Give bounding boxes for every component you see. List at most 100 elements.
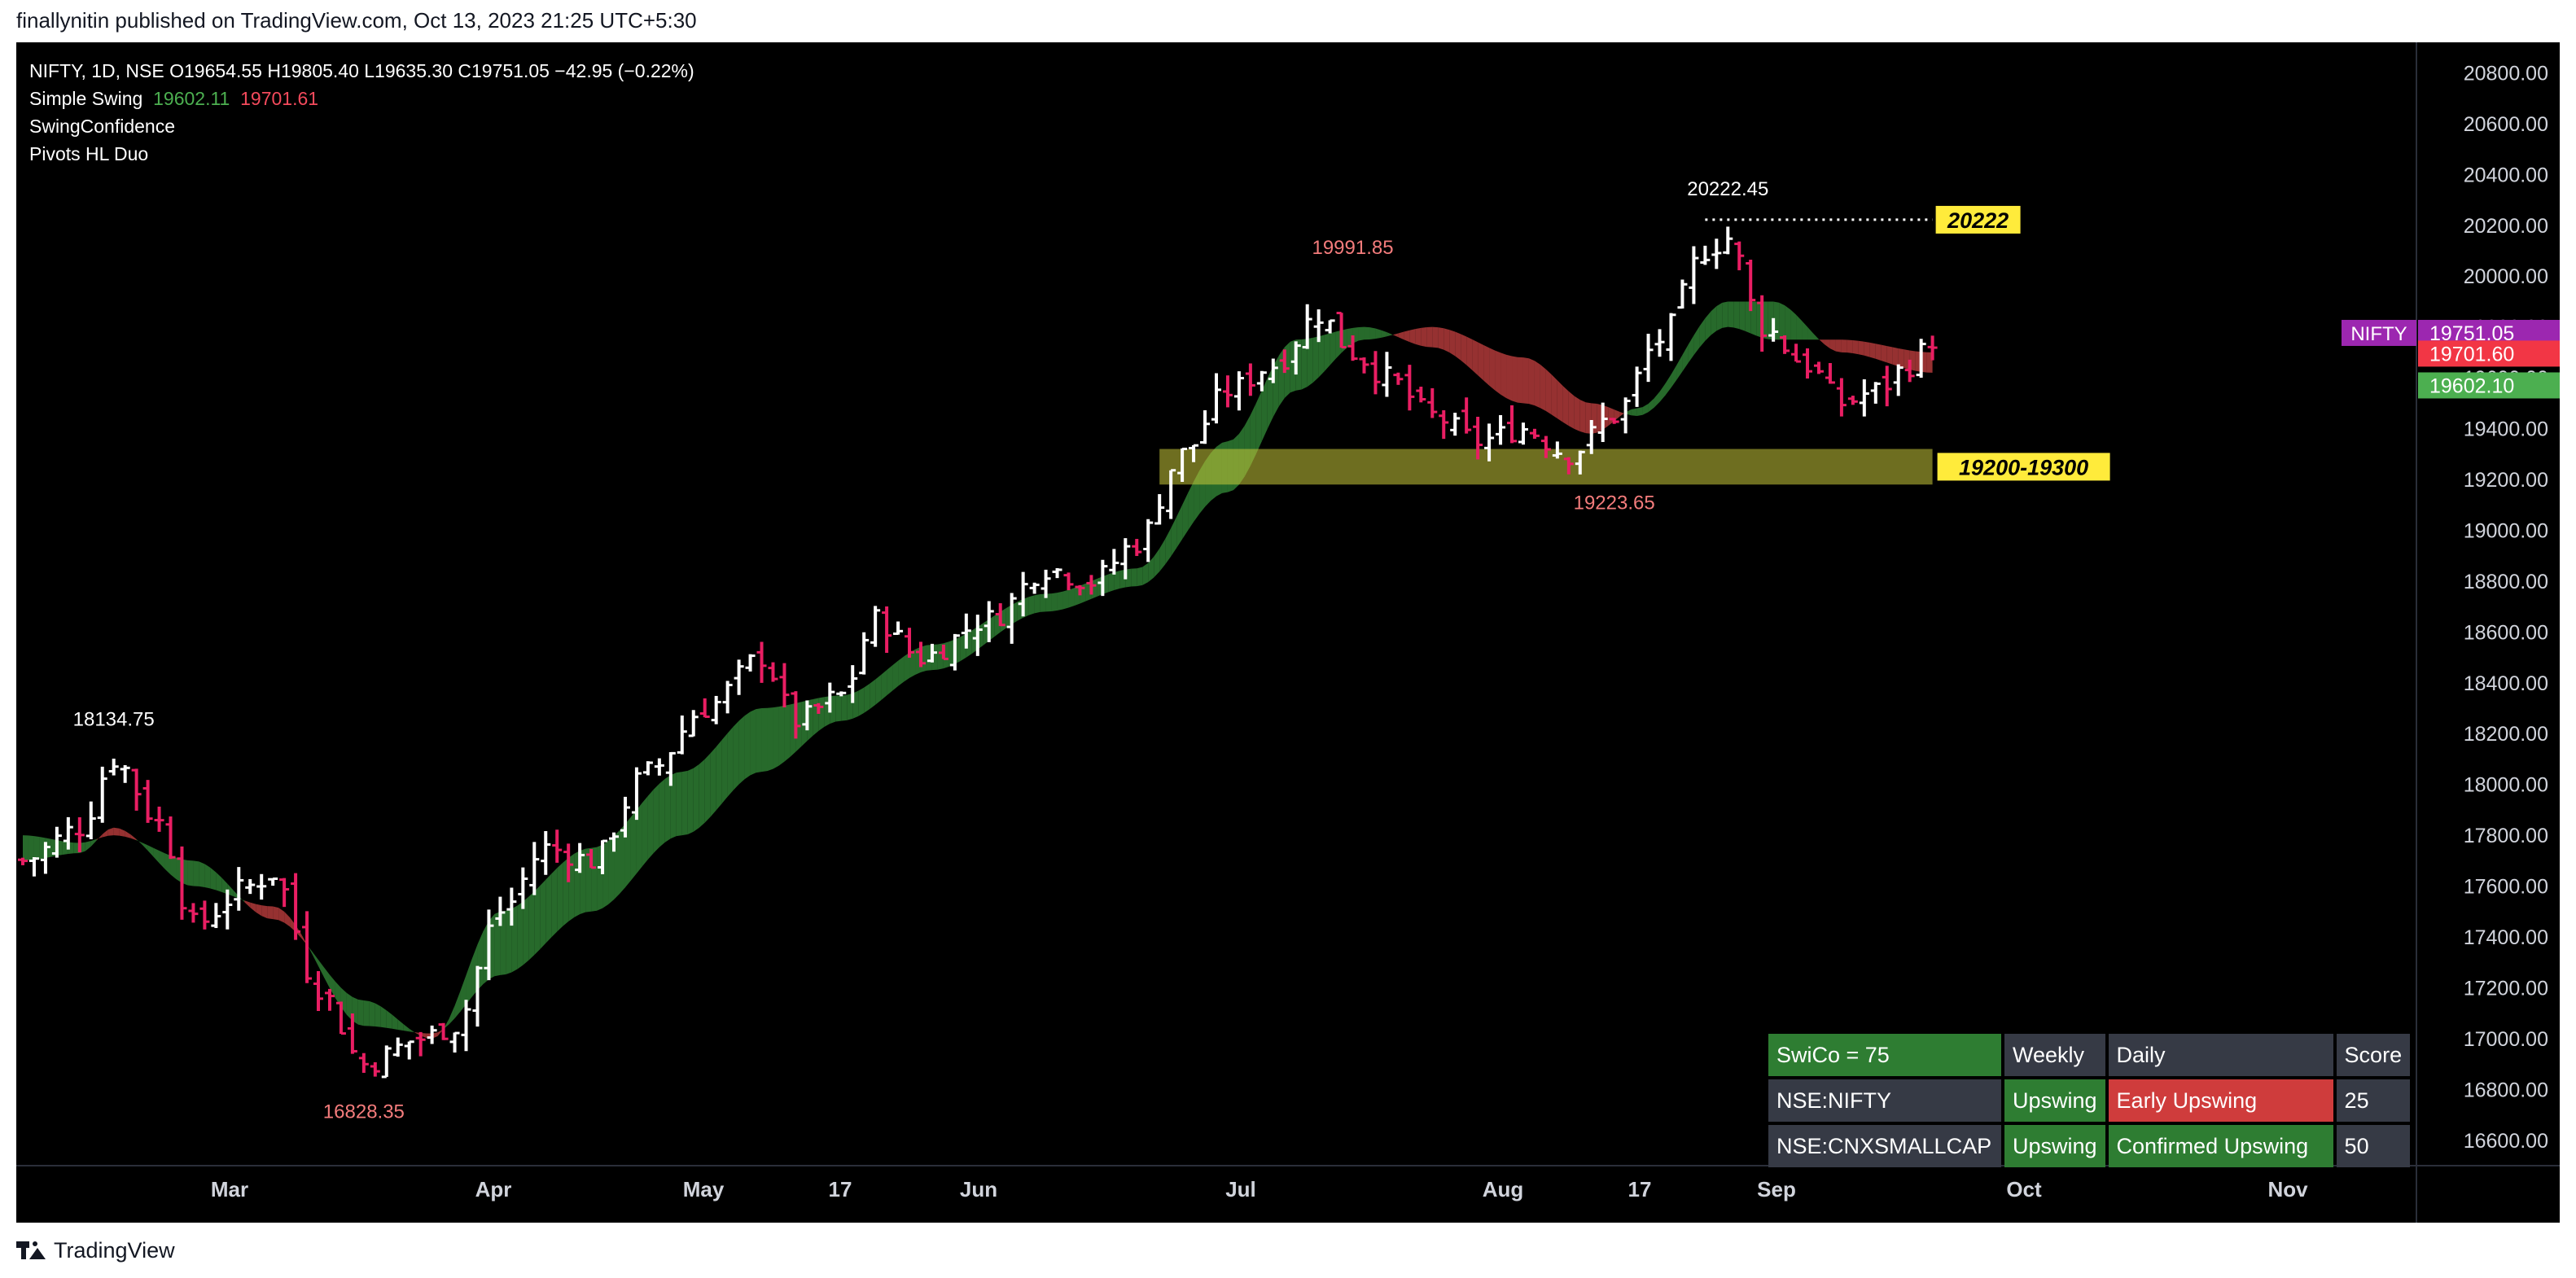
table-cell-weekly: Upswing xyxy=(2004,1125,2105,1167)
ribbon-segment xyxy=(528,891,535,961)
price-tick-label: 17400.00 xyxy=(2464,926,2548,949)
time-tick-label: 17 xyxy=(829,1177,852,1201)
table-cell-score: 25 xyxy=(2336,1079,2411,1122)
ribbon-segment xyxy=(1875,344,1882,361)
ribbon-segment xyxy=(1733,301,1740,330)
ribbon-segment xyxy=(1785,305,1791,340)
ribbon-segment xyxy=(1364,326,1370,340)
ribbon-segment xyxy=(750,709,756,776)
table-row: NSE:NIFTY Upswing Early Upswing 25 xyxy=(1768,1079,2411,1122)
ribbon-segment xyxy=(1182,492,1189,540)
ribbon-segment xyxy=(744,711,751,780)
publisher-line: finallynitin published on TradingView.co… xyxy=(16,8,697,33)
ribbon-segment xyxy=(1398,331,1404,340)
table-header-cell: Score xyxy=(2336,1034,2411,1076)
ribbon-segment xyxy=(676,772,682,837)
ribbon-segment xyxy=(130,834,137,841)
ribbon-segment xyxy=(1131,568,1137,587)
ribbon-segment xyxy=(670,772,677,839)
ribbon-segment xyxy=(392,1014,398,1030)
symbol-tag-box xyxy=(2342,319,2416,346)
ribbon-segment xyxy=(1705,311,1711,341)
footer-brand[interactable]: TradingView xyxy=(16,1234,175,1267)
ribbon-segment xyxy=(1886,346,1893,365)
table-row: NSE:CNXSMALLCAP Upswing Confirmed Upswin… xyxy=(1768,1125,2411,1167)
ribbon-segment xyxy=(540,879,546,950)
ribbon-segment xyxy=(1040,593,1046,612)
ribbon-segment xyxy=(1654,392,1660,408)
ribbon-segment xyxy=(1796,314,1803,340)
ribbon-segment xyxy=(1381,330,1387,338)
ribbon-segment xyxy=(1841,339,1847,353)
price-tick-label: 20200.00 xyxy=(2464,215,2548,238)
ribbon-segment xyxy=(1813,333,1819,340)
ribbon-segment xyxy=(494,911,501,977)
ribbon-segment xyxy=(1461,334,1467,365)
ribbon-segment xyxy=(449,1005,455,1025)
chart-area[interactable]: 19200-19300 20222 18134.75 16828.35 19991.8… xyxy=(16,42,2560,1223)
ribbon-segment xyxy=(557,862,563,932)
time-axis: Mar Apr May 17 Jun Jul Aug 17 Sep Oct Nov xyxy=(211,1177,2308,1201)
chart-legend[interactable]: NIFTY, 1D, NSE O19654.55 H19805.40 L1963… xyxy=(29,57,694,168)
ribbon-segment xyxy=(187,860,194,886)
ribbon-segment xyxy=(1500,352,1507,399)
ribbon-segment xyxy=(256,904,262,917)
ribbon-segment xyxy=(1432,326,1439,348)
ribbon-segment xyxy=(267,906,274,920)
support-zone-label: 19200-19300 xyxy=(1959,455,2088,479)
ribbon-segment xyxy=(1869,342,1876,359)
price-tick-label: 17800.00 xyxy=(2464,825,2548,847)
ribbon-segment xyxy=(1255,390,1262,454)
ribbon-segment xyxy=(250,902,256,913)
ribbon-segment xyxy=(1114,571,1120,591)
ribbon-segment xyxy=(409,1028,415,1033)
ribbon-segment xyxy=(1557,380,1563,422)
ribbon-segment xyxy=(1579,400,1586,434)
ribbon-segment xyxy=(1301,339,1308,390)
price-tick-label: 18000.00 xyxy=(2464,774,2548,797)
table-cell-symbol: NSE:CNXSMALLCAP xyxy=(1768,1125,2001,1167)
swing-confidence-table: SwiCo = 75 Weekly Daily Score NSE:NIFTY … xyxy=(1765,1031,2413,1171)
pivot-label: 20222.45 xyxy=(1687,178,1768,200)
price-tick-label: 16600.00 xyxy=(2464,1130,2548,1153)
ribbon-segment xyxy=(1522,357,1529,405)
price-tick-label: 20000.00 xyxy=(2464,265,2548,288)
ribbon-segment xyxy=(1665,374,1671,396)
price-tick-label: 20800.00 xyxy=(2464,62,2548,85)
pivots-legend[interactable]: Pivots HL Duo xyxy=(29,143,149,164)
simple-swing-legend[interactable]: Simple Swing 19602.11 19701.61 xyxy=(29,85,694,112)
ribbon-segment xyxy=(898,656,905,686)
swing-confidence-legend[interactable]: SwingConfidence xyxy=(29,116,176,137)
ribbon-segment xyxy=(761,707,768,772)
ribbon-segment xyxy=(1415,327,1422,346)
ribbon-segment xyxy=(1711,306,1717,335)
ribbon-segment xyxy=(818,697,825,731)
tradingview-logo-icon xyxy=(16,1241,46,1259)
simple-swing-red-value: 19701.61 xyxy=(240,88,319,109)
ribbon-segment xyxy=(1864,341,1870,357)
table-cell-daily: Early Upswing xyxy=(2108,1079,2333,1122)
ribbon-segment xyxy=(142,843,148,851)
ribbon-segment xyxy=(170,856,177,880)
ribbon-segment xyxy=(107,827,114,836)
price-tick-label: 17600.00 xyxy=(2464,876,2548,899)
swing-ribbon xyxy=(23,301,1933,1039)
ribbon-segment xyxy=(1068,588,1075,608)
ribbon-segment xyxy=(1318,335,1325,378)
ribbon-segment xyxy=(1051,593,1058,612)
ribbon-segment xyxy=(721,733,728,804)
ribbon-segment xyxy=(1369,327,1376,339)
ribbon-segment xyxy=(1534,361,1540,409)
ribbon-segment xyxy=(858,687,865,716)
ribbon-segment xyxy=(1852,339,1859,355)
ribbon-segment xyxy=(278,908,285,923)
ribbon-segment xyxy=(1495,350,1501,395)
ribbon-segment xyxy=(313,952,319,966)
ribbon-segment xyxy=(318,960,324,978)
ribbon-segment xyxy=(369,1000,375,1026)
ribbon-segment xyxy=(1171,516,1177,557)
price-chart[interactable]: 19200-19300 20222 18134.75 16828.35 19991.8… xyxy=(16,42,2560,1223)
symbol-ohlc-line[interactable]: NIFTY, 1D, NSE O19654.55 H19805.40 L1963… xyxy=(29,60,694,81)
ribbon-segment xyxy=(1676,355,1683,380)
